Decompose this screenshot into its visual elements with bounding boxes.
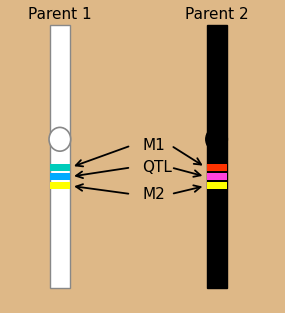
Circle shape	[49, 127, 71, 151]
Bar	[50, 182, 70, 189]
Bar	[207, 182, 227, 189]
Text: M2: M2	[142, 187, 165, 202]
Text: QTL: QTL	[142, 160, 172, 175]
Bar	[50, 164, 70, 171]
Text: Parent 1: Parent 1	[28, 7, 92, 22]
Text: M1: M1	[142, 138, 165, 153]
Text: Parent 2: Parent 2	[185, 7, 249, 22]
Bar	[50, 173, 70, 180]
Bar	[207, 173, 227, 180]
Bar	[207, 164, 227, 171]
Circle shape	[206, 127, 227, 151]
Bar	[50, 25, 70, 288]
Bar	[207, 25, 227, 288]
